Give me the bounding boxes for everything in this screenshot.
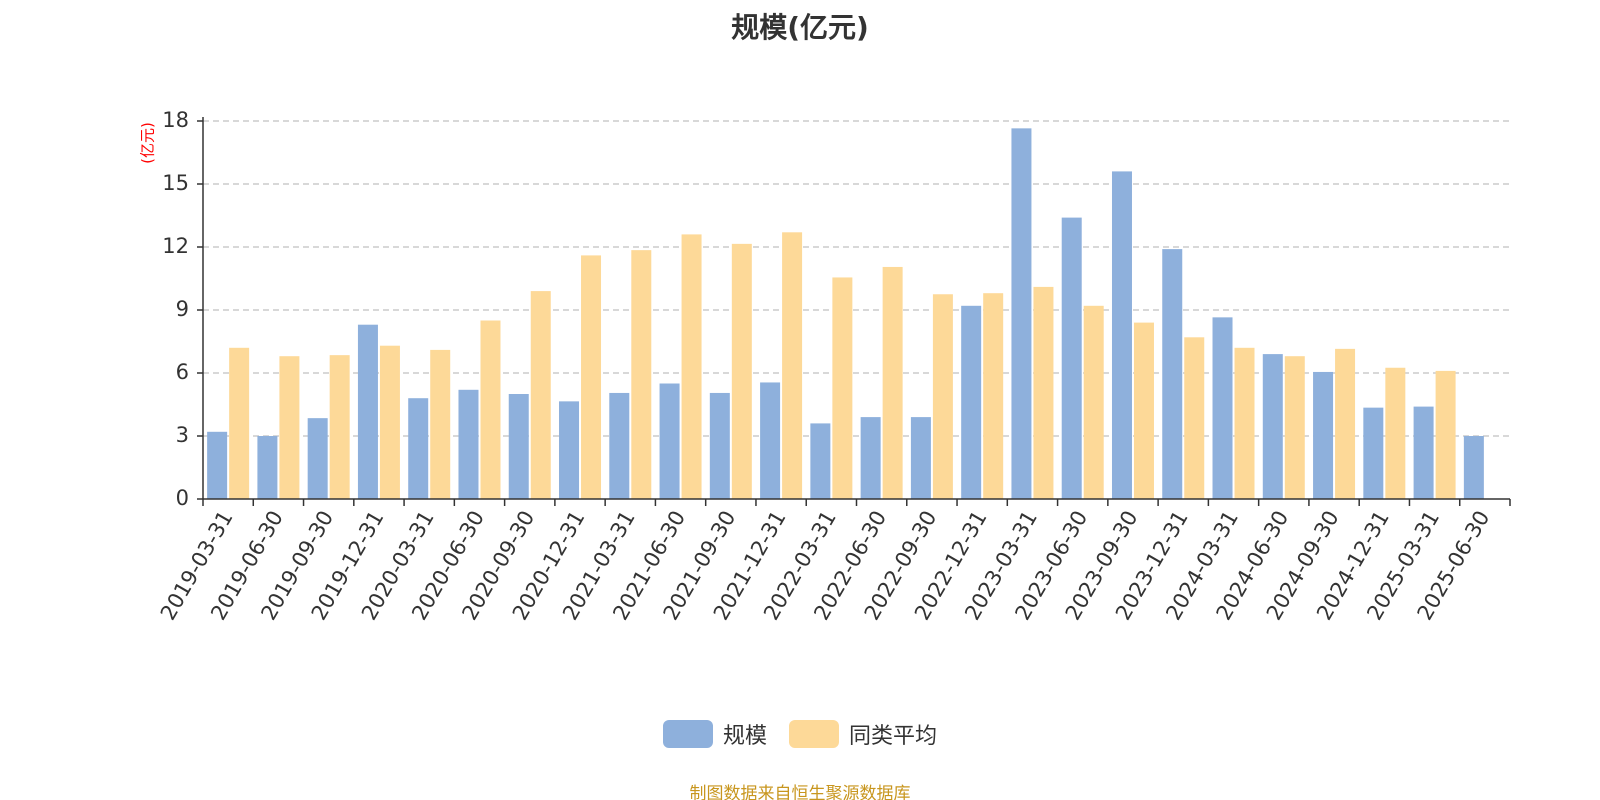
bar-series-1-2022-03-31[interactable] [810, 423, 831, 499]
bar-series-1-2023-03-31[interactable] [1011, 128, 1032, 499]
bar-series-1-2023-09-30[interactable] [1111, 171, 1132, 499]
bar-series-1-2020-09-30[interactable] [508, 394, 529, 499]
bar-series-2-2024-03-31[interactable] [1234, 347, 1255, 499]
bar-series-2-2021-06-30[interactable] [681, 234, 702, 499]
bar-series-2-2020-12-31[interactable] [581, 255, 602, 499]
bar-series-1-2021-09-30[interactable] [709, 392, 730, 499]
bar-series-2-2022-12-31[interactable] [983, 293, 1004, 499]
source-note: 制图数据来自恒生聚源数据库 [689, 784, 911, 800]
y-tick-label: 9 [176, 297, 189, 321]
bar-series-2-2024-09-30[interactable] [1335, 348, 1356, 499]
y-tick-label: 3 [176, 423, 189, 447]
legend-label-series-1: 规模 [722, 724, 767, 749]
bar-series-2-2023-09-30[interactable] [1133, 322, 1154, 499]
legend-item-series-1[interactable]: 规模 [662, 718, 767, 750]
bar-series-1-2022-06-30[interactable] [860, 417, 881, 499]
bar-series-2-2023-06-30[interactable] [1083, 305, 1104, 499]
bar-series-1-2019-06-30[interactable] [257, 436, 278, 499]
y-axis-unit-label: (亿元) [139, 122, 157, 164]
legend-label-series-2: 同类平均 [849, 724, 938, 749]
legend-item-series-2[interactable]: 同类平均 [789, 718, 937, 750]
bar-series-1-2024-09-30[interactable] [1313, 371, 1334, 499]
bar-series [207, 128, 1484, 500]
bar-series-1-2024-03-31[interactable] [1212, 317, 1233, 499]
bar-series-2-2020-03-31[interactable] [430, 349, 451, 499]
chart-title: 规模(亿元) [731, 11, 869, 44]
bar-series-2-2019-12-31[interactable] [379, 345, 400, 499]
bar-series-1-2019-09-30[interactable] [307, 418, 328, 499]
y-tick-label: 0 [176, 486, 189, 510]
bar-series-1-2020-12-31[interactable] [559, 401, 580, 499]
bar-series-2-2021-09-30[interactable] [731, 243, 752, 499]
bar-series-1-2019-12-31[interactable] [357, 324, 378, 499]
legend-swatch-series-1 [662, 720, 713, 748]
bar-series-1-2019-03-31[interactable] [207, 431, 228, 499]
bar-series-1-2025-06-30[interactable] [1463, 436, 1484, 499]
bar-series-1-2021-03-31[interactable] [609, 392, 630, 499]
bar-series-2-2022-03-31[interactable] [832, 277, 853, 499]
bar-series-1-2020-06-30[interactable] [458, 389, 479, 499]
bar-series-2-2019-03-31[interactable] [229, 347, 250, 499]
bar-series-2-2019-06-30[interactable] [279, 356, 300, 499]
grid-lines [203, 120, 1510, 437]
bar-series-1-2021-06-30[interactable] [659, 383, 680, 500]
bar-series-1-2025-03-31[interactable] [1413, 406, 1434, 499]
bar-series-2-2020-06-30[interactable] [480, 320, 501, 500]
bar-series-2-2022-06-30[interactable] [882, 266, 903, 499]
bar-series-2-2022-09-30[interactable] [932, 294, 953, 499]
bar-series-2-2021-12-31[interactable] [782, 232, 803, 500]
bar-series-2-2023-03-31[interactable] [1033, 286, 1054, 499]
bar-series-2-2024-06-30[interactable] [1284, 356, 1305, 499]
y-tick-label: 6 [176, 360, 189, 384]
bar-series-1-2022-12-31[interactable] [961, 305, 982, 499]
bar-series-2-2020-09-30[interactable] [530, 291, 551, 499]
bar-series-1-2023-12-31[interactable] [1162, 249, 1183, 499]
bar-series-2-2024-12-31[interactable] [1385, 367, 1406, 499]
bar-series-1-2024-06-30[interactable] [1262, 354, 1283, 499]
y-tick-label: 12 [162, 234, 189, 258]
bar-series-1-2020-03-31[interactable] [408, 398, 429, 499]
bar-series-1-2022-09-30[interactable] [910, 417, 931, 499]
bar-series-1-2021-12-31[interactable] [760, 382, 781, 499]
bar-series-1-2023-06-30[interactable] [1061, 217, 1082, 499]
bar-series-1-2024-12-31[interactable] [1363, 407, 1384, 499]
bar-series-2-2023-12-31[interactable] [1184, 337, 1205, 499]
bar-series-2-2025-03-31[interactable] [1435, 370, 1456, 499]
y-tick-label: 18 [162, 108, 189, 132]
bar-series-2-2021-03-31[interactable] [631, 250, 652, 499]
y-tick-label: 15 [162, 171, 189, 195]
legend: 规模 同类平均 [0, 718, 1600, 750]
legend-swatch-series-2 [789, 720, 839, 748]
bar-series-2-2019-09-30[interactable] [329, 355, 350, 499]
